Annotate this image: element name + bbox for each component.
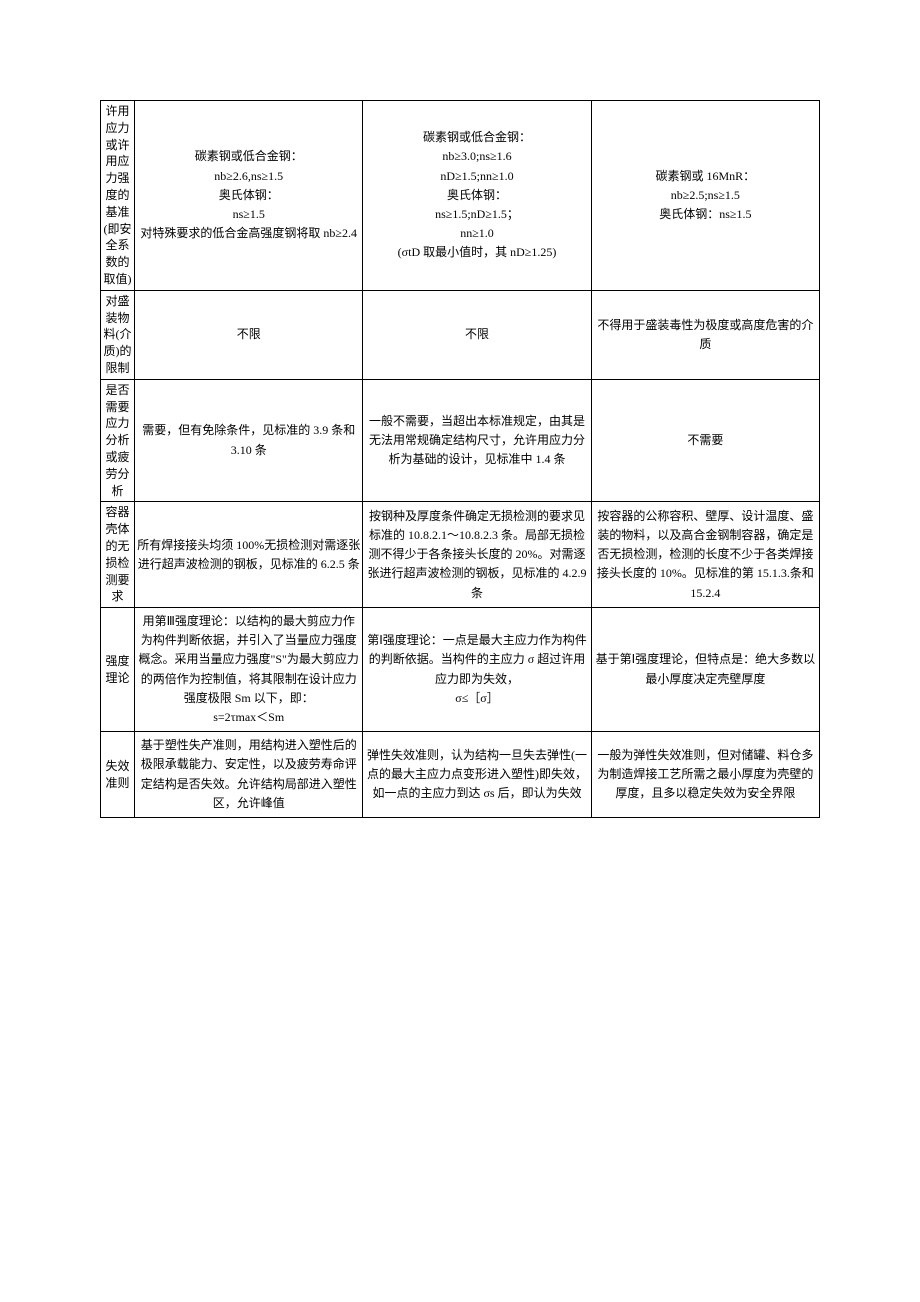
cell: 碳素钢或低合金钢：nb≥2.6,ns≥1.5奥氏体钢：ns≥1.5对特殊要求的低… (135, 101, 363, 291)
table-row: 对盛装物料(介质)的限制 不限 不限 不得用于盛装毒性为极度或高度危害的介质 (101, 290, 820, 379)
comparison-table: 许用应力或许用应力强度的基准(即安全系数的取值) 碳素钢或低合金钢：nb≥2.6… (100, 100, 820, 818)
cell: 不限 (135, 290, 363, 379)
table-row: 容器壳体的无损检测要求 所有焊接接头均须 100%无损检测对需逐张进行超声波检测… (101, 502, 820, 608)
row-header: 失效准则 (101, 732, 135, 818)
table-row: 许用应力或许用应力强度的基准(即安全系数的取值) 碳素钢或低合金钢：nb≥2.6… (101, 101, 820, 291)
cell: 不得用于盛装毒性为极度或高度危害的介质 (591, 290, 819, 379)
cell: 所有焊接接头均须 100%无损检测对需逐张进行超声波检测的钢板，见标准的 6.2… (135, 502, 363, 608)
row-header: 容器壳体的无损检测要求 (101, 502, 135, 608)
cell: 按容器的公称容积、壁厚、设计温度、盛装的物料，以及高合金钢制容器，确定是否无损检… (591, 502, 819, 608)
row-header: 强度理论 (101, 608, 135, 732)
cell: 基于第Ⅰ强度理论，但特点是：绝大多数以最小厚度决定壳壁厚度 (591, 608, 819, 732)
table-row: 失效准则 基于塑性失产准则，用结构进入塑性后的极限承载能力、安定性，以及疲劳寿命… (101, 732, 820, 818)
cell: 不需要 (591, 379, 819, 502)
cell: 弹性失效准则，认为结构一旦失去弹性(一点的最大主应力点变形进入塑性)即失效，如一… (363, 732, 591, 818)
cell: 基于塑性失产准则，用结构进入塑性后的极限承载能力、安定性，以及疲劳寿命评定结构是… (135, 732, 363, 818)
cell: 碳素钢或低合金钢：nb≥3.0;ns≥1.6nD≥1.5;nn≥1.0奥氏体钢：… (363, 101, 591, 291)
cell: 碳素钢或 16MnR：nb≥2.5;ns≥1.5奥氏体钢：ns≥1.5 (591, 101, 819, 291)
cell: 第Ⅰ强度理论：一点是最大主应力作为构件的判断依据。当构件的主应力 σ 超过许用应… (363, 608, 591, 732)
row-header: 是否需要应力分析或疲劳分析 (101, 379, 135, 502)
cell: 不限 (363, 290, 591, 379)
row-header: 许用应力或许用应力强度的基准(即安全系数的取值) (101, 101, 135, 291)
cell: 按钢种及厚度条件确定无损检测的要求见标准的 10.8.2.1～10.8.2.3 … (363, 502, 591, 608)
cell: 需要，但有免除条件，见标准的 3.9 条和 3.10 条 (135, 379, 363, 502)
table-row: 强度理论 用第Ⅲ强度理论：以结构的最大剪应力作为构件判断依据，并引入了当量应力强… (101, 608, 820, 732)
row-header: 对盛装物料(介质)的限制 (101, 290, 135, 379)
table-row: 是否需要应力分析或疲劳分析 需要，但有免除条件，见标准的 3.9 条和 3.10… (101, 379, 820, 502)
cell: 一般不需要，当超出本标准规定，由其是无法用常规确定结构尺寸，允许用应力分析为基础… (363, 379, 591, 502)
cell: 一般为弹性失效准则，但对储罐、料仓多为制造焊接工艺所需之最小厚度为壳壁的厚度，且… (591, 732, 819, 818)
cell: 用第Ⅲ强度理论：以结构的最大剪应力作为构件判断依据，并引入了当量应力强度概念。采… (135, 608, 363, 732)
